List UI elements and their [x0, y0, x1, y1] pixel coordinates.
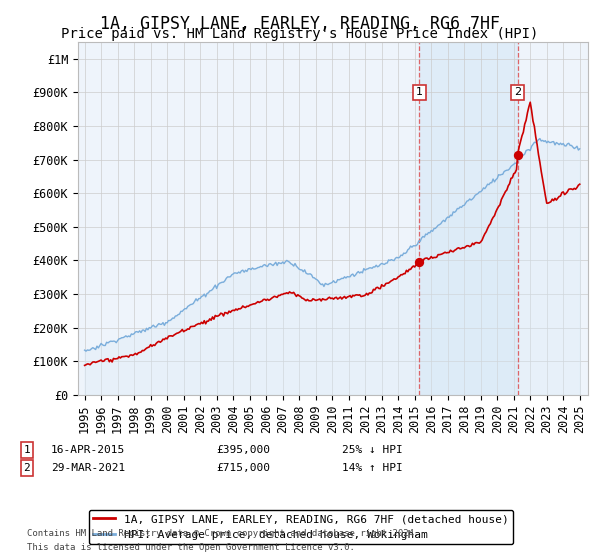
Text: 16-APR-2015: 16-APR-2015 — [51, 445, 125, 455]
Text: 14% ↑ HPI: 14% ↑ HPI — [342, 463, 403, 473]
Text: 2: 2 — [23, 463, 31, 473]
Text: 1A, GIPSY LANE, EARLEY, READING, RG6 7HF: 1A, GIPSY LANE, EARLEY, READING, RG6 7HF — [100, 15, 500, 32]
Text: 29-MAR-2021: 29-MAR-2021 — [51, 463, 125, 473]
Legend: 1A, GIPSY LANE, EARLEY, READING, RG6 7HF (detached house), HPI: Average price, d: 1A, GIPSY LANE, EARLEY, READING, RG6 7HF… — [89, 510, 514, 544]
Text: Price paid vs. HM Land Registry's House Price Index (HPI): Price paid vs. HM Land Registry's House … — [61, 27, 539, 41]
Text: 1: 1 — [23, 445, 31, 455]
Text: £395,000: £395,000 — [216, 445, 270, 455]
Text: 2: 2 — [514, 87, 521, 97]
Text: 25% ↓ HPI: 25% ↓ HPI — [342, 445, 403, 455]
Text: Contains HM Land Registry data © Crown copyright and database right 2024.: Contains HM Land Registry data © Crown c… — [27, 529, 419, 538]
Point — [513, 150, 523, 159]
Text: This data is licensed under the Open Government Licence v3.0.: This data is licensed under the Open Gov… — [27, 543, 355, 552]
Point — [415, 258, 424, 267]
Text: 1: 1 — [416, 87, 423, 97]
Text: £715,000: £715,000 — [216, 463, 270, 473]
Bar — [419, 42, 518, 395]
